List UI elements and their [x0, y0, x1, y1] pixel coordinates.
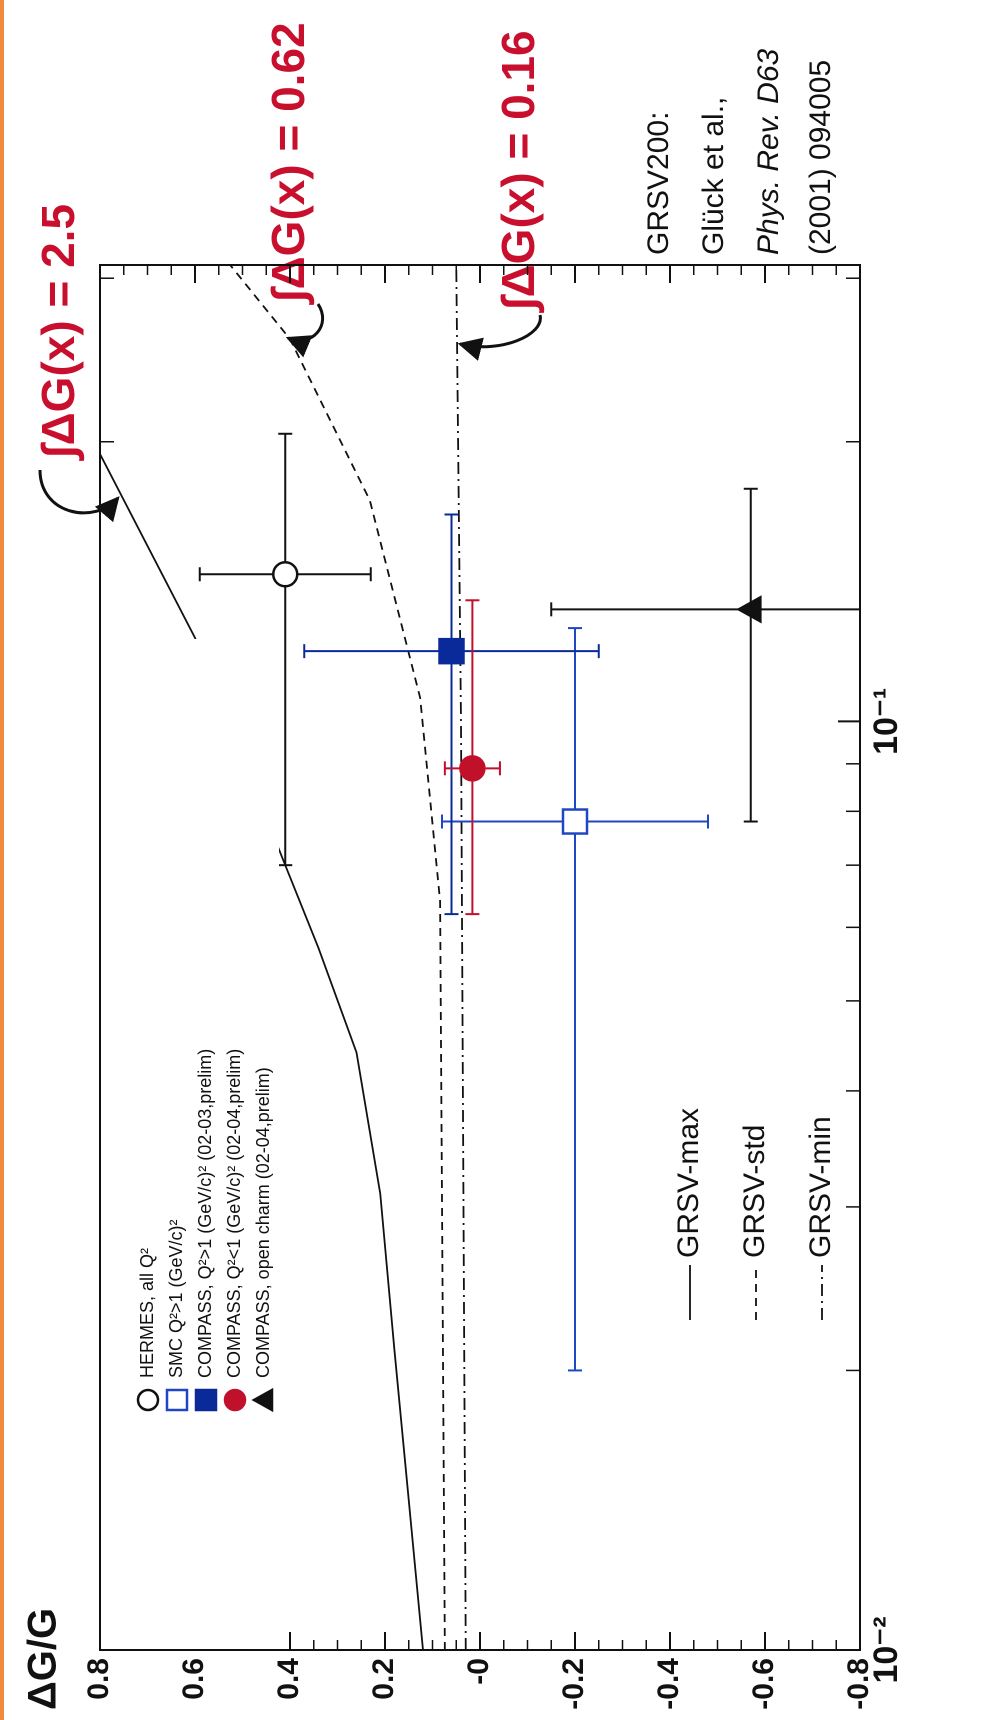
- marker: [194, 1388, 218, 1412]
- annotation-arrow: [38, 469, 120, 523]
- x-tick-label: 10⁻²: [867, 1616, 905, 1683]
- legend-label: HERMES, all Q²: [137, 1248, 157, 1378]
- y-tick-label: 0.6: [177, 1658, 210, 1700]
- marker: [438, 637, 465, 665]
- y-tick-label: -0.4: [652, 1658, 685, 1710]
- legend-label: COMPASS, open charm (02-04,prelim): [253, 1067, 273, 1378]
- legend-label: GRSV-max: [672, 1108, 705, 1258]
- curve: [455, 265, 467, 1650]
- annotation-arrow: [457, 314, 542, 361]
- marker: [251, 1387, 274, 1413]
- curve: [229, 265, 446, 1650]
- reference-text: Glück et al.,: [697, 97, 730, 255]
- marker: [561, 808, 589, 835]
- y-tick-label: 0.2: [367, 1658, 400, 1700]
- legend-label: COMPASS, Q²<1 (GeV/c)² (02-04,prelim): [224, 1049, 244, 1378]
- y-axis-label: ΔG/G: [21, 1608, 65, 1710]
- marker: [223, 1388, 247, 1412]
- marker: [165, 1388, 189, 1412]
- marker: [736, 595, 762, 624]
- plot-area: [100, 265, 860, 1650]
- y-tick-label: -0.6: [747, 1658, 780, 1710]
- legend-label: GRSV-std: [738, 1125, 771, 1258]
- marker: [272, 561, 299, 588]
- x-tick-label: 10⁻¹: [867, 688, 905, 755]
- reference-text: (2001) 094005: [804, 60, 837, 255]
- y-tick-label: -0.2: [557, 1658, 590, 1710]
- edge-stripe: [0, 0, 4, 1720]
- rotated-chart: ΔG/G ∫ΔG(x) = 2.5 ∫ΔG(x) = 0.62 ∫ΔG(x) =…: [21, 22, 905, 1710]
- reference-text: GRSV200:: [642, 112, 675, 255]
- annotation-arrow: [285, 303, 325, 358]
- annotation: ∫ΔG(x) = 2.5: [32, 204, 85, 462]
- legend-label: COMPASS, Q²>1 (GeV/c)² (02-03,prelim): [195, 1049, 215, 1378]
- y-tick-label: -0.8: [842, 1658, 875, 1710]
- marker: [459, 755, 486, 782]
- legend-label: SMC Q²>1 (GeV/c)²: [166, 1219, 186, 1378]
- reference-text: Phys. Rev. D63: [752, 48, 785, 255]
- legend-label: GRSV-min: [804, 1116, 837, 1258]
- marker: [136, 1388, 160, 1412]
- y-tick-label: -0: [462, 1658, 495, 1685]
- y-tick-label: 0.4: [272, 1658, 305, 1700]
- annotation: ∫ΔG(x) = 0.16: [492, 30, 545, 314]
- y-tick-label: 0.8: [82, 1658, 115, 1700]
- annotation: ∫ΔG(x) = 0.62: [262, 22, 315, 306]
